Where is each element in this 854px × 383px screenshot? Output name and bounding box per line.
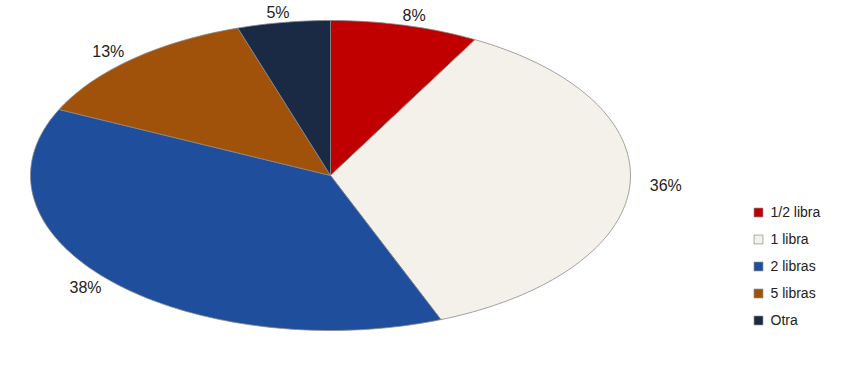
- svg-text:Otra: Otra: [771, 312, 798, 328]
- svg-text:8%: 8%: [402, 7, 425, 24]
- svg-text:5 libras: 5 libras: [771, 285, 816, 301]
- svg-text:36%: 36%: [650, 177, 682, 194]
- svg-text:1 libra: 1 libra: [771, 231, 809, 247]
- svg-text:13%: 13%: [92, 43, 124, 60]
- svg-text:5%: 5%: [266, 4, 289, 21]
- svg-text:38%: 38%: [70, 279, 102, 296]
- svg-text:1/2 libra: 1/2 libra: [771, 204, 821, 220]
- svg-text:2 libras: 2 libras: [771, 258, 816, 274]
